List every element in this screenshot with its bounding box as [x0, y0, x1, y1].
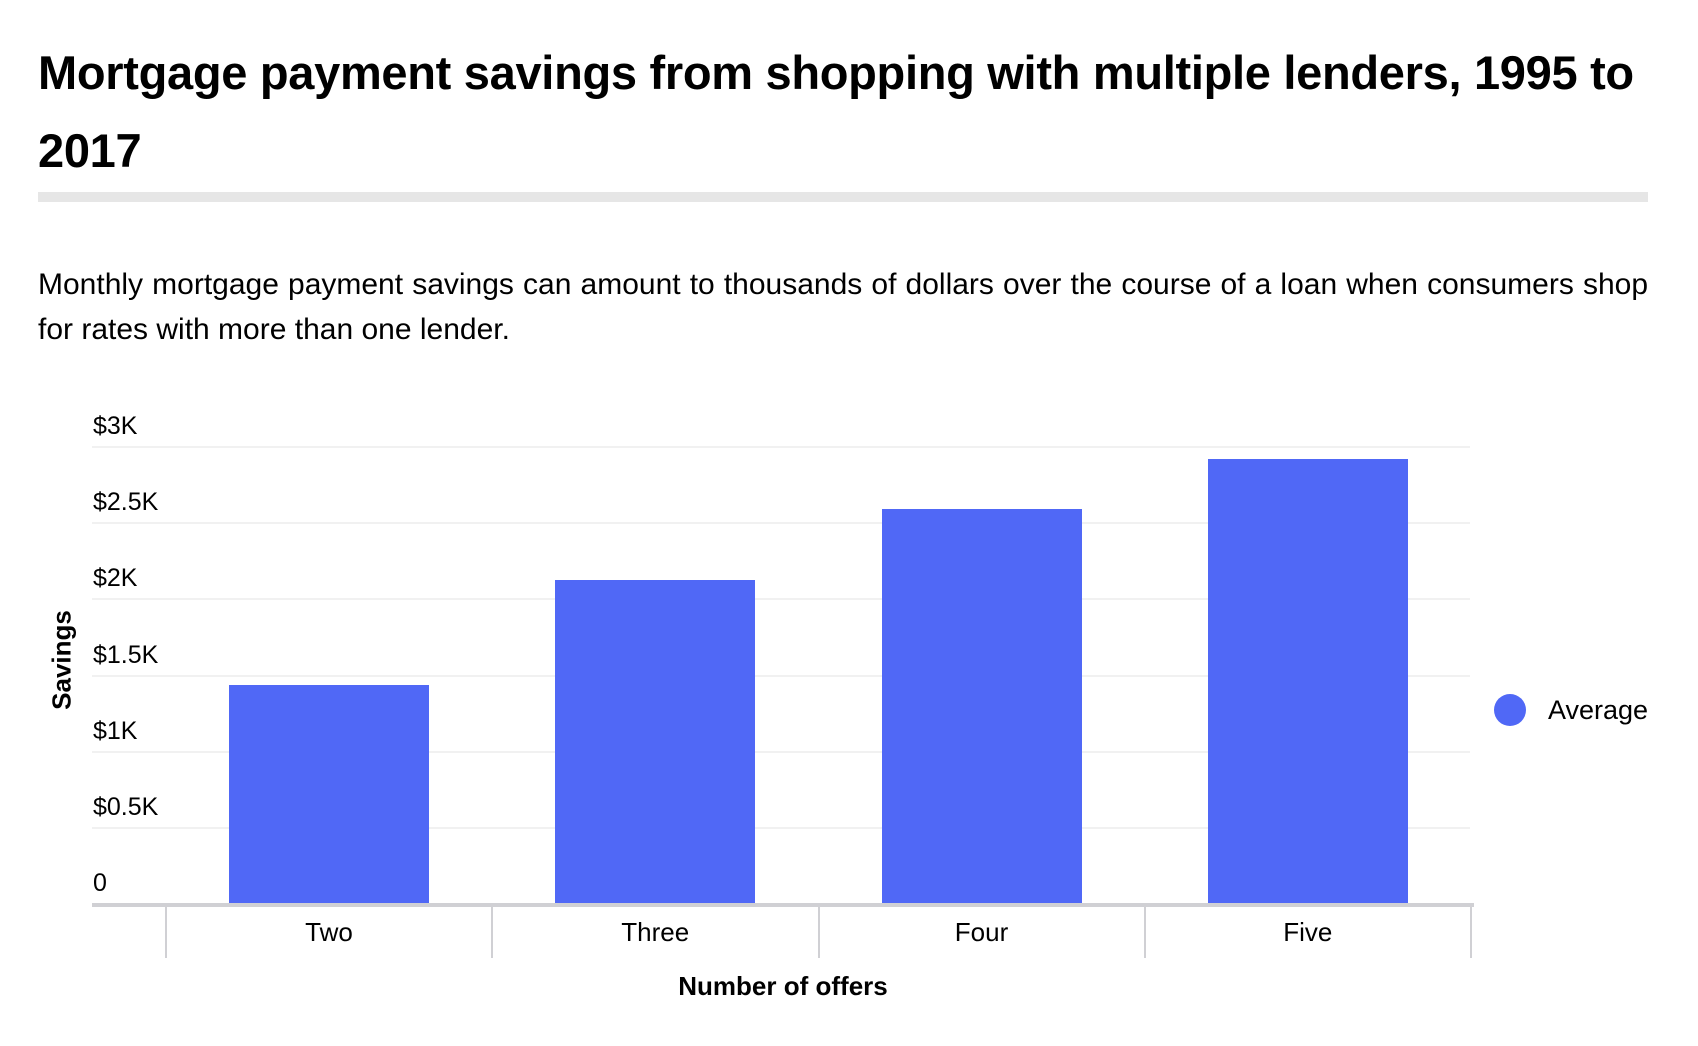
x-tick-label: Three [621, 917, 690, 947]
x-axis-line [92, 903, 1474, 907]
gridline [92, 598, 1470, 601]
x-tick-label: Five [1283, 917, 1333, 947]
x-tick-divider [817, 905, 820, 958]
chart-title: Mortgage payment savings from shopping w… [38, 46, 1634, 177]
x-tick-label: Two [305, 917, 353, 947]
y-tick-label: $0.5K [93, 792, 159, 821]
gridline [92, 446, 1470, 448]
gridline [92, 522, 1470, 525]
x-tick-label: Four [954, 917, 1009, 947]
x-tick-divider [1143, 905, 1146, 958]
bar-two[interactable] [229, 684, 430, 904]
legend-label: Average [1548, 695, 1649, 725]
legend-swatch-icon [1494, 694, 1526, 726]
x-tick-divider [491, 905, 494, 958]
bar-three[interactable] [555, 579, 756, 904]
bar-five[interactable] [1207, 459, 1408, 904]
gridline [92, 826, 1470, 829]
legend: Average [1494, 694, 1648, 726]
bar-four[interactable] [881, 509, 1082, 904]
x-axis-title: Number of offers [678, 971, 888, 1001]
gridline [92, 750, 1470, 753]
y-tick-label: $1K [93, 716, 138, 745]
chart-description: Monthly mortgage payment savings can amo… [38, 268, 1648, 346]
y-axis-title: Savings [46, 610, 77, 710]
y-tick-label: $2.5K [93, 488, 159, 517]
gridline [92, 674, 1470, 677]
y-tick-label: 0 [93, 869, 107, 897]
x-tick-divider [1470, 905, 1472, 958]
y-tick-label: $3K [93, 412, 138, 440]
y-tick-label: $2K [93, 564, 138, 593]
y-tick-label: $1.5K [93, 640, 159, 669]
x-tick-divider [165, 905, 167, 958]
title-divider [38, 192, 1648, 202]
